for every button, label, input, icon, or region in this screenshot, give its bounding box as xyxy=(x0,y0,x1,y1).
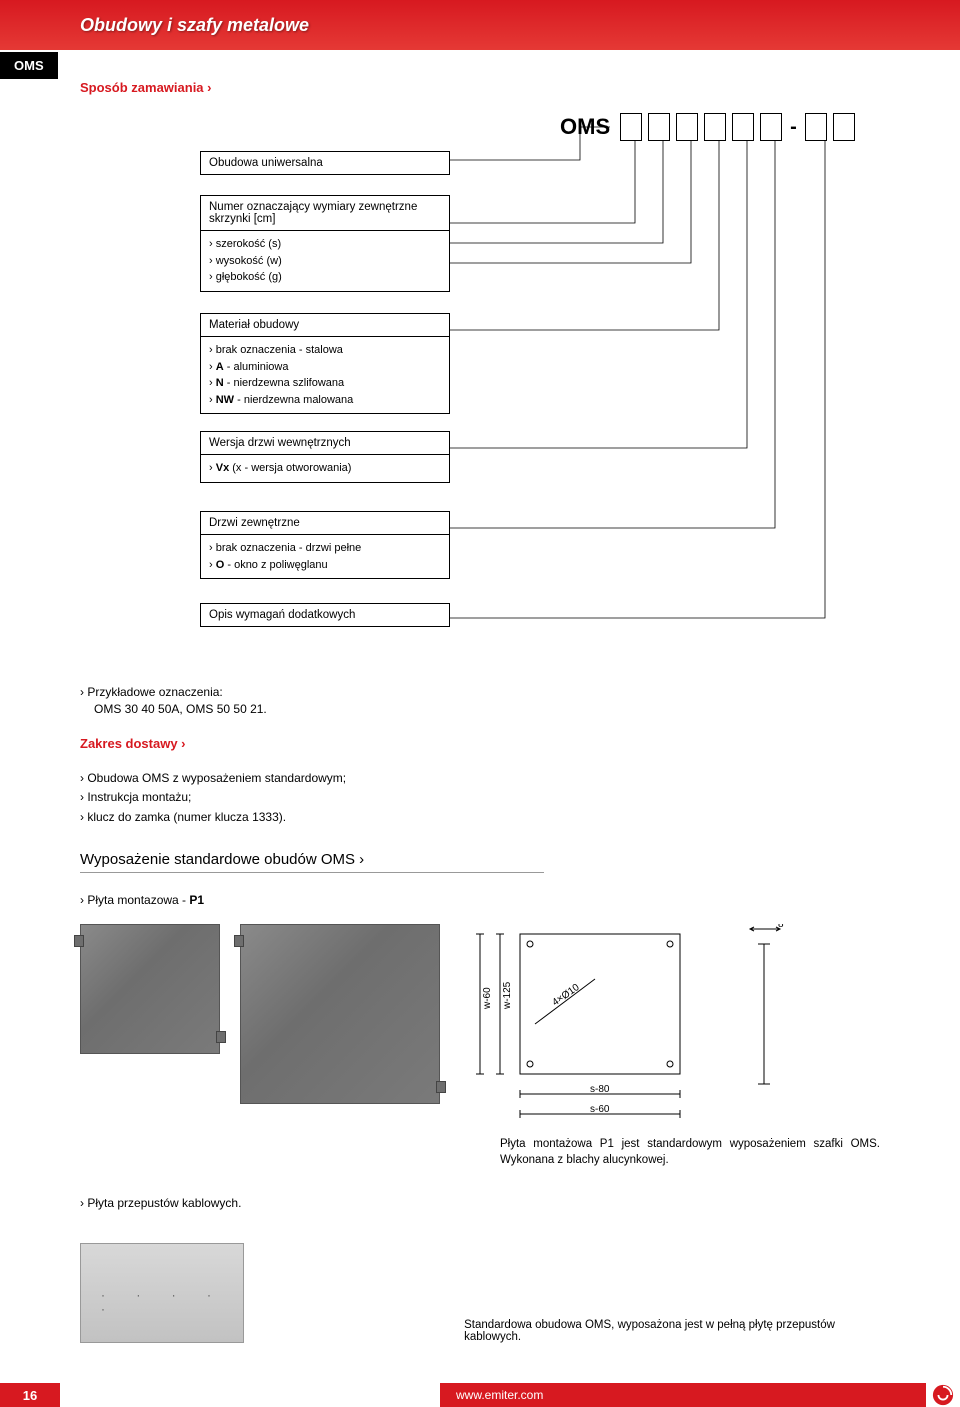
cable-plate-section: Standardowa obudowa OMS, wyposażona jest… xyxy=(80,1233,880,1343)
plate-label: Płyta montazowa - P1 xyxy=(80,891,880,910)
dim-side: 8 xyxy=(778,924,784,930)
code-box-g xyxy=(676,113,698,141)
spec-box-1: Obudowa uniwersalna xyxy=(200,151,450,175)
scope-list: Obudowa OMS z wyposażeniem standardowym;… xyxy=(80,769,880,827)
spec-2-item: głębokość (g) xyxy=(209,269,441,286)
code-box-extra1 xyxy=(805,113,827,141)
spec-3-body: brak oznaczenia - stalowa A - aluminiowa… xyxy=(201,337,449,413)
emiter-logo-icon xyxy=(932,1384,954,1406)
page-number: 16 xyxy=(0,1383,60,1407)
spec-5-header: Drzwi zewnętrzne xyxy=(201,512,449,535)
code-prefix: OMS xyxy=(560,114,610,140)
example-text: OMS 30 40 50A, OMS 50 50 21. xyxy=(80,702,880,716)
example-block: Przykładowe oznaczenia: OMS 30 40 50A, O… xyxy=(80,683,880,716)
spec-5-item: brak oznaczenia - drzwi pełne xyxy=(209,540,441,557)
plate-side-drawing: 8 xyxy=(740,924,790,1124)
scope-item: klucz do zamka (numer klucza 1333). xyxy=(80,808,880,827)
page-footer: 16 www.emiter.com xyxy=(0,1383,960,1407)
plate-photo-small xyxy=(80,924,220,1054)
code-box-door-int xyxy=(732,113,754,141)
cable-label-row: Płyta przepustów kablowych. xyxy=(80,1194,880,1213)
spec-4-header: Wersja drzwi wewnętrznych xyxy=(201,432,449,455)
spec-box-2: Numer oznaczający wymiary zewnętrzne skr… xyxy=(200,195,450,292)
spec-box-3: Materiał obudowy brak oznaczenia - stalo… xyxy=(200,313,450,414)
scope-item: Instrukcja montażu; xyxy=(80,788,880,807)
ordering-title: Sposób zamawiania › xyxy=(80,80,880,95)
scope-title: Zakres dostawy › xyxy=(80,736,880,751)
code-box-extra2 xyxy=(833,113,855,141)
spec-3-item: A - aluminiowa xyxy=(209,359,441,376)
footer-logo xyxy=(926,1383,960,1407)
plate-row: w-60 w-125 4×Ø10 s-80 s-60 8 xyxy=(80,924,880,1124)
dim-s80: s-80 xyxy=(590,1084,610,1095)
plate-label-row: Płyta montazowa - P1 xyxy=(80,891,880,910)
cable-plate-label: Płyta przepustów kablowych. xyxy=(80,1194,880,1213)
spec-box-5: Drzwi zewnętrzne brak oznaczenia - drzwi… xyxy=(200,511,450,579)
spec-2-item: wysokość (w) xyxy=(209,253,441,270)
example-heading: Przykładowe oznaczenia: xyxy=(80,683,880,702)
spec-3-header: Materiał obudowy xyxy=(201,314,449,337)
plate-tech-drawing: w-60 w-125 4×Ø10 s-80 s-60 xyxy=(460,924,720,1124)
header-banner: Obudowy i szafy metalowe xyxy=(0,0,960,50)
code-row: OMS - xyxy=(560,113,855,141)
code-box-mat xyxy=(704,113,726,141)
spec-6-label: Opis wymagań dodatkowych xyxy=(209,609,355,621)
code-box-w xyxy=(648,113,670,141)
scope-item: Obudowa OMS z wyposażeniem standardowym; xyxy=(80,769,880,788)
dim-w60: w-60 xyxy=(482,987,493,1010)
code-box-s xyxy=(620,113,642,141)
spec-3-item: N - nierdzewna szlifowana xyxy=(209,375,441,392)
spec-2-body: szerokość (s) wysokość (w) głębokość (g) xyxy=(201,231,449,291)
dim-w125: w-125 xyxy=(502,981,513,1010)
code-box-door-ext xyxy=(760,113,782,141)
spec-2-item: szerokość (s) xyxy=(209,236,441,253)
spec-5-body: brak oznaczenia - drzwi pełne O - okno z… xyxy=(201,535,449,578)
spec-3-item: brak oznaczenia - stalowa xyxy=(209,342,441,359)
spec-box-4: Wersja drzwi wewnętrznych Vx (x - wersja… xyxy=(200,431,450,483)
page-body: Sposób zamawiania › OMS - xyxy=(0,50,960,1363)
spec-3-item: NW - nierdzewna malowana xyxy=(209,392,441,409)
ordering-diagram: OMS - Obudowa uniwe xyxy=(80,113,880,673)
spec-4-body: Vx (x - wersja otworowania) xyxy=(201,455,449,482)
dim-holes: 4×Ø10 xyxy=(550,982,581,1009)
cable-plate-photo xyxy=(80,1243,244,1343)
equipment-title: Wyposażenie standardowe obudów OMS › xyxy=(80,851,544,873)
cable-plate-desc: Standardowa obudowa OMS, wyposażona jest… xyxy=(464,1319,880,1343)
plate-description: Płyta montażowa P1 jest standardowym wyp… xyxy=(500,1136,880,1168)
code-dash: - xyxy=(788,116,799,139)
footer-url: www.emiter.com xyxy=(440,1383,926,1407)
spec-2-header: Numer oznaczający wymiary zewnętrzne skr… xyxy=(201,196,449,231)
footer-gap xyxy=(60,1383,440,1407)
dim-s60: s-60 xyxy=(590,1104,610,1115)
spec-box-6: Opis wymagań dodatkowych xyxy=(200,603,450,627)
spec-5-item: O - okno z poliwęglanu xyxy=(209,557,441,574)
plate-photo-large xyxy=(240,924,440,1104)
spec-1-label: Obudowa uniwersalna xyxy=(209,157,323,169)
spec-4-item: Vx (x - wersja otworowania) xyxy=(209,460,441,477)
header-title: Obudowy i szafy metalowe xyxy=(80,15,309,36)
